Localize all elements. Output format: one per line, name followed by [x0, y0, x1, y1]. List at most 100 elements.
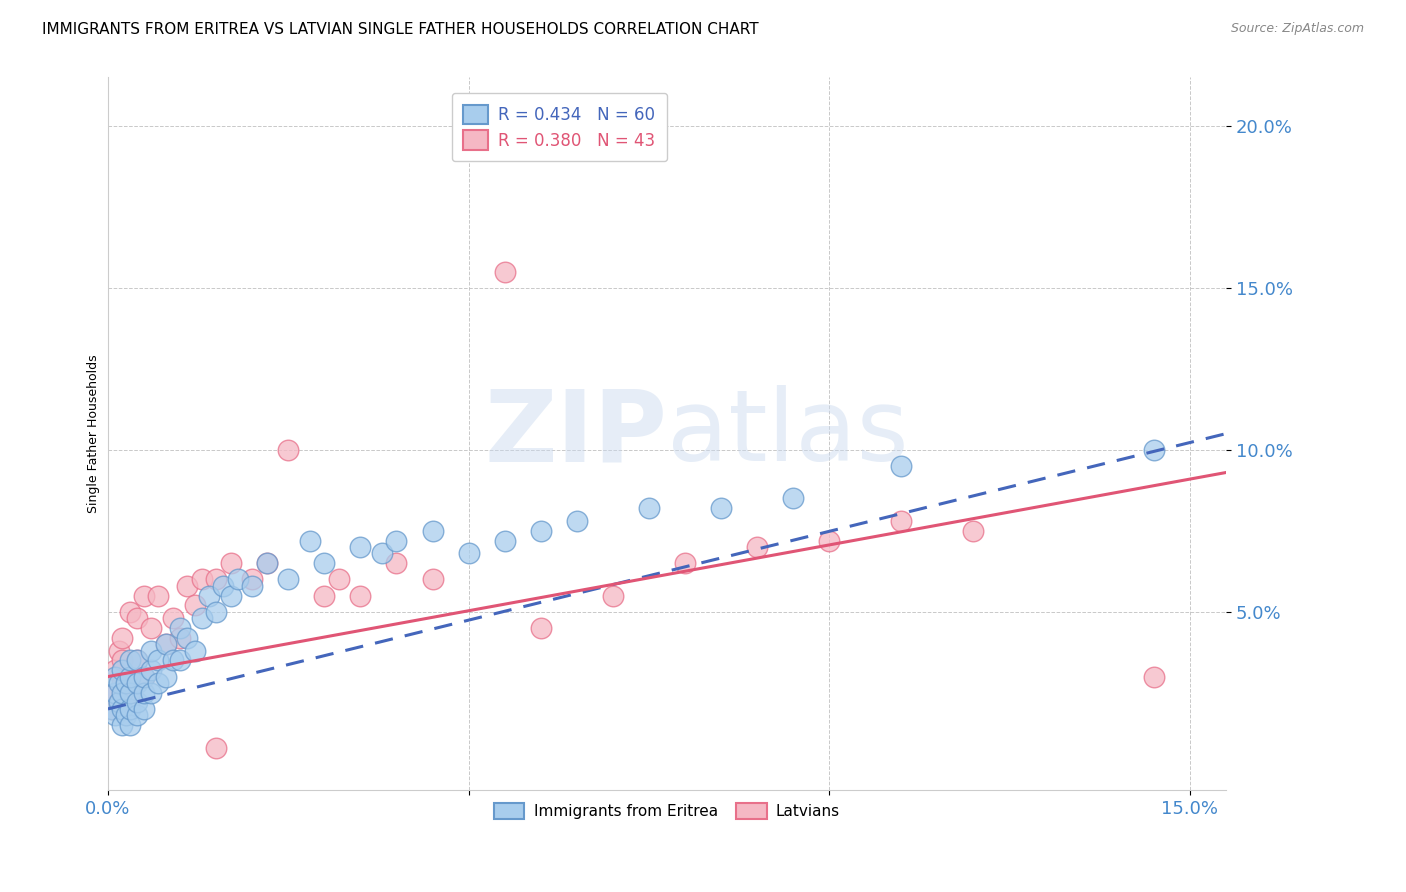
Point	[314, 556, 336, 570]
Point	[162, 611, 184, 625]
Point	[371, 547, 394, 561]
Point	[169, 621, 191, 635]
Point	[125, 676, 148, 690]
Point	[494, 533, 516, 548]
Point	[176, 579, 198, 593]
Point	[118, 686, 141, 700]
Point	[745, 540, 768, 554]
Point	[111, 653, 134, 667]
Point	[118, 686, 141, 700]
Point	[148, 589, 170, 603]
Point	[240, 573, 263, 587]
Text: Source: ZipAtlas.com: Source: ZipAtlas.com	[1230, 22, 1364, 36]
Point	[162, 653, 184, 667]
Point	[104, 663, 127, 677]
Point	[125, 653, 148, 667]
Text: ZIP: ZIP	[484, 385, 666, 483]
Point	[385, 533, 408, 548]
Y-axis label: Single Father Households: Single Father Households	[87, 354, 100, 513]
Point	[111, 718, 134, 732]
Point	[132, 702, 155, 716]
Point	[141, 663, 163, 677]
Point	[148, 653, 170, 667]
Point	[219, 589, 242, 603]
Point	[115, 676, 138, 690]
Point	[890, 514, 912, 528]
Point	[132, 669, 155, 683]
Point	[277, 573, 299, 587]
Point	[818, 533, 841, 548]
Point	[118, 702, 141, 716]
Point	[190, 573, 212, 587]
Point	[602, 589, 624, 603]
Point	[118, 653, 141, 667]
Point	[125, 696, 148, 710]
Point	[494, 265, 516, 279]
Point	[148, 676, 170, 690]
Point	[107, 696, 129, 710]
Point	[1143, 669, 1166, 683]
Point	[349, 589, 371, 603]
Point	[155, 669, 177, 683]
Point	[256, 556, 278, 570]
Point	[141, 643, 163, 657]
Point	[890, 458, 912, 473]
Point	[107, 643, 129, 657]
Point	[125, 708, 148, 723]
Point	[132, 589, 155, 603]
Point	[111, 631, 134, 645]
Point	[349, 540, 371, 554]
Point	[132, 686, 155, 700]
Point	[530, 524, 553, 538]
Point	[155, 637, 177, 651]
Point	[1143, 442, 1166, 457]
Point	[298, 533, 321, 548]
Point	[277, 442, 299, 457]
Point	[104, 669, 127, 683]
Point	[205, 605, 228, 619]
Point	[111, 663, 134, 677]
Point	[118, 669, 141, 683]
Point	[673, 556, 696, 570]
Text: IMMIGRANTS FROM ERITREA VS LATVIAN SINGLE FATHER HOUSEHOLDS CORRELATION CHART: IMMIGRANTS FROM ERITREA VS LATVIAN SINGL…	[42, 22, 759, 37]
Point	[169, 653, 191, 667]
Point	[226, 573, 249, 587]
Point	[118, 605, 141, 619]
Point	[422, 524, 444, 538]
Point	[198, 589, 221, 603]
Text: atlas: atlas	[666, 385, 908, 483]
Point	[155, 637, 177, 651]
Point	[111, 686, 134, 700]
Point	[457, 547, 479, 561]
Point	[205, 573, 228, 587]
Point	[962, 524, 984, 538]
Point	[328, 573, 350, 587]
Point	[104, 686, 127, 700]
Point	[422, 573, 444, 587]
Point	[141, 621, 163, 635]
Point	[141, 686, 163, 700]
Legend: Immigrants from Eritrea, Latvians: Immigrants from Eritrea, Latvians	[488, 797, 846, 825]
Point	[107, 676, 129, 690]
Point	[100, 702, 122, 716]
Point	[111, 676, 134, 690]
Point	[205, 740, 228, 755]
Point	[125, 653, 148, 667]
Point	[111, 702, 134, 716]
Point	[125, 611, 148, 625]
Point	[118, 669, 141, 683]
Point	[104, 708, 127, 723]
Point	[176, 631, 198, 645]
Point	[100, 702, 122, 716]
Point	[169, 631, 191, 645]
Point	[104, 686, 127, 700]
Point	[256, 556, 278, 570]
Point	[530, 621, 553, 635]
Point	[782, 491, 804, 506]
Point	[132, 669, 155, 683]
Point	[638, 501, 661, 516]
Point	[240, 579, 263, 593]
Point	[212, 579, 235, 593]
Point	[565, 514, 588, 528]
Point	[115, 708, 138, 723]
